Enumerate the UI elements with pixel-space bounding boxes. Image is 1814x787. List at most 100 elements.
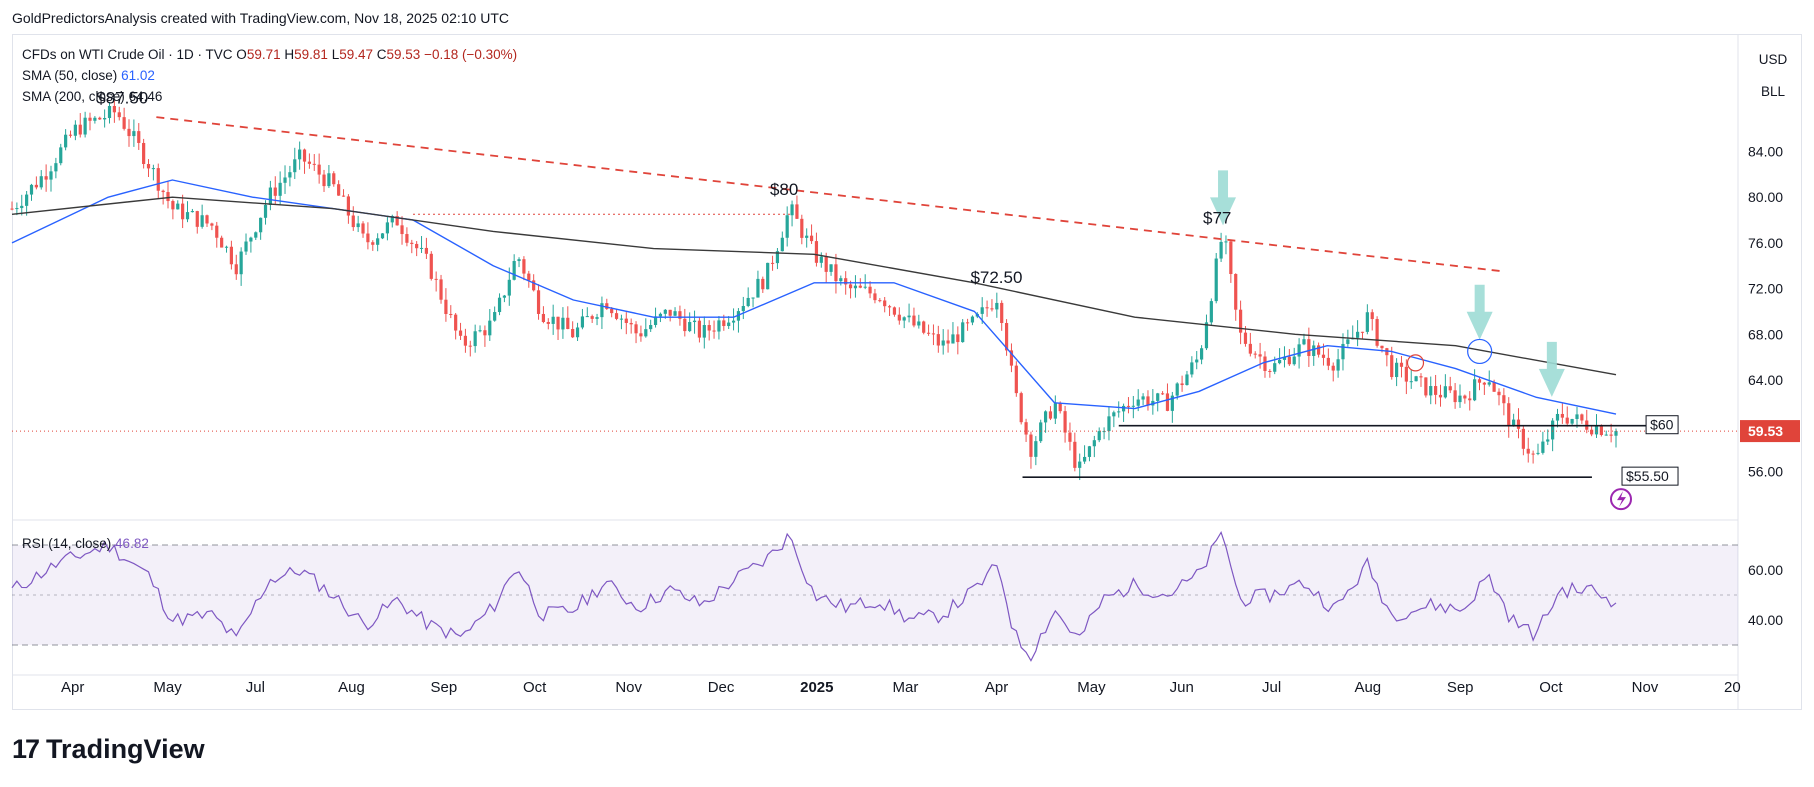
candle-body [1063, 411, 1067, 433]
candle-body [931, 333, 936, 335]
chart-legend: CFDs on WTI Crude Oil · 1D · TVC O59.71 … [22, 44, 517, 107]
candle-body [39, 176, 43, 188]
candle-body [1243, 332, 1248, 344]
candle-body [961, 322, 965, 343]
candle-body [536, 290, 541, 314]
candle-body [551, 316, 555, 324]
candle-body [1297, 344, 1301, 357]
candle-body [263, 204, 268, 218]
candle-body [1512, 419, 1516, 427]
candle-body [371, 242, 375, 245]
candle-body [1434, 386, 1438, 395]
candle-body [1594, 426, 1599, 435]
candle-body [629, 322, 633, 325]
candle-body [361, 223, 365, 234]
candle-body [1599, 426, 1603, 435]
candle-body [809, 235, 814, 242]
candle-body [1531, 453, 1535, 455]
last-price-label: 59.53 [1748, 423, 1783, 439]
candle-body [917, 321, 921, 326]
candle-body [805, 235, 809, 238]
rsi-legend[interactable]: RSI (14, close) 46.82 [22, 536, 149, 551]
candle-body [1516, 419, 1521, 429]
price-tick-label: 84.00 [1748, 143, 1783, 159]
candle-body [293, 159, 297, 173]
time-tick-label: Nov [615, 679, 642, 696]
candle-body [1536, 452, 1540, 454]
candle-body [502, 295, 507, 298]
candle-body [83, 117, 87, 135]
price-tick-label: 72.00 [1748, 281, 1783, 297]
candle-body [1570, 418, 1574, 424]
time-tick-label: Dec [708, 679, 735, 696]
price-tick-label: 56.00 [1748, 463, 1783, 479]
candle-body [868, 286, 872, 294]
candle-body [619, 318, 624, 320]
candle-body [185, 212, 190, 220]
candle-body [1404, 366, 1408, 382]
candle-body [1058, 403, 1062, 412]
candle-body [444, 299, 448, 315]
candle-body [1004, 323, 1009, 351]
candle-body [824, 256, 828, 272]
candle-body [795, 204, 799, 219]
candle-body [1107, 416, 1111, 432]
candle-body [161, 190, 165, 193]
rsi-tick-label: 60.00 [1748, 562, 1783, 578]
candle-body [166, 192, 170, 202]
candle-body [288, 172, 292, 178]
candle-body [1287, 356, 1291, 365]
down-arrow-icon [1466, 284, 1493, 340]
candle-body [780, 237, 784, 252]
unit-label[interactable]: BLL [1760, 84, 1786, 99]
candle-body [497, 297, 502, 313]
candle-body [419, 247, 424, 249]
candle-body [775, 251, 780, 264]
price-tick-label: 80.00 [1748, 189, 1783, 205]
candle-body [439, 279, 443, 300]
candle-body [639, 333, 643, 337]
candle-body [156, 168, 160, 191]
sma50-row[interactable]: SMA (50, close) 61.02 [22, 65, 517, 86]
candle-body [122, 117, 126, 129]
candle-body [722, 320, 726, 327]
candle-body [941, 340, 945, 346]
candle-body [731, 320, 736, 323]
candle-body [273, 187, 277, 196]
candle-body [239, 251, 243, 275]
candle-body [429, 253, 433, 279]
price-tick-label: 68.00 [1748, 326, 1783, 342]
candle-body [249, 237, 253, 242]
close-label: C [376, 47, 387, 62]
change-value: −0.18 (−0.30%) [424, 47, 518, 62]
candle-body [785, 215, 789, 238]
currency-label[interactable]: USD [1758, 52, 1788, 67]
candle-body [1204, 322, 1209, 349]
candle-body [1365, 312, 1369, 332]
candle-body [1131, 405, 1135, 407]
candle-body [727, 322, 731, 327]
candle-body [1453, 390, 1457, 403]
candle-body [137, 131, 141, 143]
candle-body [634, 324, 638, 334]
candle-body [1468, 398, 1472, 401]
candle-body [1390, 355, 1394, 378]
candle-body [410, 242, 414, 244]
candle-body [322, 174, 326, 187]
candle-body [1560, 413, 1564, 418]
candle-body [980, 307, 984, 314]
candle-body [488, 320, 492, 336]
candle-body [649, 325, 653, 330]
rsi-tick-label: 40.00 [1748, 612, 1783, 628]
candle-body [1551, 420, 1555, 440]
candle-body [1614, 431, 1618, 436]
candle-body [878, 300, 882, 302]
candle-body [244, 241, 248, 252]
symbol-name[interactable]: CFDs on WTI Crude Oil · 1D · TVC [22, 47, 233, 62]
candle-body [220, 237, 224, 248]
chart-frame[interactable] [12, 34, 1802, 710]
time-tick-label: Aug [1354, 679, 1381, 696]
sma200-row[interactable]: SMA (200, close) 64.46 [22, 86, 517, 107]
candle-body [1521, 428, 1525, 449]
